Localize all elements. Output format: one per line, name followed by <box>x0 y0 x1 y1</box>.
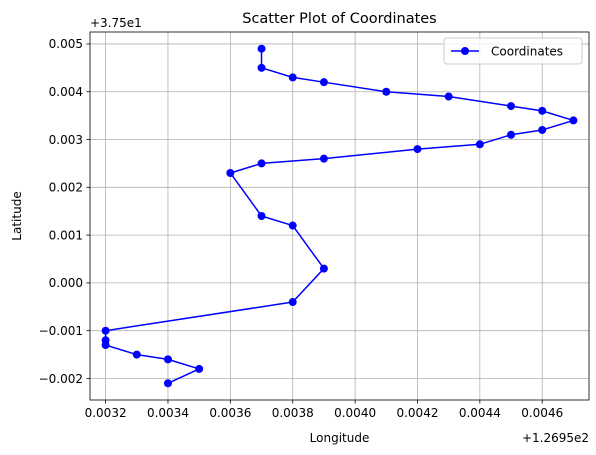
y-tick-label: −0.001 <box>39 324 83 338</box>
legend-box <box>443 37 583 65</box>
data-point <box>507 102 516 111</box>
x-tick-label: 0.0046 <box>521 406 563 420</box>
legend-label: Coordinates <box>491 45 563 59</box>
data-point <box>382 87 391 96</box>
data-point <box>538 125 547 134</box>
y-tick-label: 0.002 <box>49 181 83 195</box>
y-tick-label: 0.004 <box>49 85 83 99</box>
data-point <box>319 78 328 87</box>
data-point <box>257 44 266 53</box>
data-point <box>257 159 266 168</box>
x-tick-label: 0.0034 <box>147 406 189 420</box>
legend-marker-swatch <box>461 47 469 55</box>
y-tick-label: 0.005 <box>49 37 83 51</box>
data-point <box>475 140 484 149</box>
data-point <box>163 355 172 364</box>
x-axis-label: Longitude <box>310 431 370 445</box>
y-tick-label: 0.001 <box>49 228 83 242</box>
data-point <box>132 350 141 359</box>
data-point <box>101 326 110 335</box>
data-point <box>413 145 422 154</box>
x-tick-label: 0.0038 <box>272 406 314 420</box>
series-layer <box>101 44 578 388</box>
x-tick-label: 0.0040 <box>334 406 376 420</box>
data-point <box>444 92 453 101</box>
x-tick-label: 0.0042 <box>396 406 438 420</box>
y-tick-label: 0.000 <box>49 276 83 290</box>
legend: Coordinates <box>443 37 583 65</box>
x-offset-label: +1.2695e2 <box>522 431 589 445</box>
data-point <box>257 212 266 220</box>
data-point <box>319 264 328 273</box>
chart-title: Scatter Plot of Coordinates <box>242 11 437 27</box>
data-point <box>163 379 172 388</box>
data-point <box>569 116 578 125</box>
x-tick-label: 0.0044 <box>459 406 501 420</box>
ticks: 0.0032 0.0034 0.0036 0.0038 0.0040 0.0042 0.00… <box>39 37 564 420</box>
data-point <box>288 298 297 307</box>
plot-frame <box>89 31 590 401</box>
data-point <box>288 221 297 230</box>
grid <box>90 32 589 400</box>
data-point <box>226 168 235 177</box>
data-point <box>101 341 110 350</box>
y-axis-label: Latitude <box>10 191 24 240</box>
y-tick-label: 0.003 <box>49 133 83 147</box>
data-point <box>538 106 547 115</box>
data-point <box>288 73 297 82</box>
data-point <box>319 154 328 163</box>
y-offset-label: +3.75e1 <box>90 16 142 30</box>
x-tick-label: 0.0032 <box>85 406 127 420</box>
y-tick-label: −0.002 <box>39 372 83 386</box>
data-point <box>257 63 266 72</box>
data-point <box>195 364 204 373</box>
data-point <box>507 130 516 139</box>
x-tick-label: 0.0036 <box>209 406 251 420</box>
